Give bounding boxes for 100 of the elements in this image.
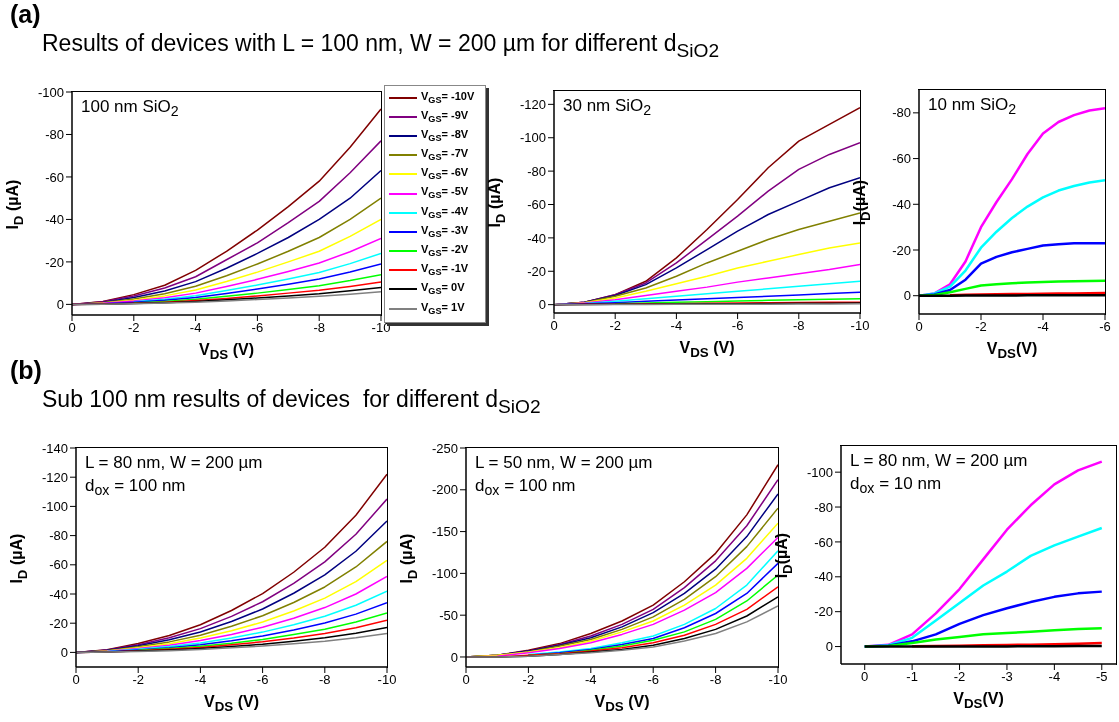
annotation: d$_{ox}$ = 100 nm xyxy=(85,476,186,501)
legend-label: V$_{GS}$= 1V xyxy=(421,300,465,317)
x-tick-label: -6 xyxy=(731,318,744,334)
y-tick-label: 0 xyxy=(538,297,546,313)
y-tick-label: -20 xyxy=(527,263,546,279)
x-tick-label: -6 xyxy=(1099,319,1111,335)
y-tick-label: -100 xyxy=(431,566,458,581)
x-axis-title: V$_{DS}$ (V) xyxy=(203,693,260,715)
y-tick-label: -20 xyxy=(49,615,68,631)
legend-label: V$_{GS}$= -7V xyxy=(421,147,469,164)
x-tick-label: -4 xyxy=(194,672,207,688)
x-tick-label: -6 xyxy=(251,320,264,336)
x-tick-label: -2 xyxy=(522,672,535,688)
x-tick-label: 0 xyxy=(550,318,558,334)
y-tick-label: -250 xyxy=(431,440,458,456)
y-tick-label: -150 xyxy=(431,524,458,540)
y-tick-label: 0 xyxy=(60,645,68,661)
x-tick-label: -10 xyxy=(377,672,397,688)
chart-title: (b) xyxy=(10,356,42,385)
y-tick-label: -40 xyxy=(527,230,546,246)
annotation: L = 80 nm, W = 200 µm xyxy=(850,451,1028,471)
y-tick-label: -60 xyxy=(527,197,546,213)
y-tick-label: -80 xyxy=(814,499,833,515)
legend-label: V$_{GS}$= 0V xyxy=(421,281,465,298)
y-tick-label: 0 xyxy=(903,288,911,304)
x-tick-label: -1 xyxy=(906,669,918,685)
x-tick-label: -3 xyxy=(1001,669,1013,685)
annotation: d$_{ox}$ = 10 nm xyxy=(850,474,942,499)
x-tick-label: -10 xyxy=(850,318,870,334)
y-tick-label: -80 xyxy=(892,105,911,121)
y-tick-label: -100 xyxy=(41,499,68,515)
chart-subtitle: Sub 100 nm results of devices for different d$_{SiO2}$ xyxy=(42,386,541,418)
y-tick-label: -60 xyxy=(892,151,911,167)
x-tick-label: -8 xyxy=(709,672,722,688)
x-axis-title: V$_{DS}$ (V) xyxy=(593,693,651,715)
legend-label: V$_{GS}$= -5V xyxy=(421,185,469,202)
y-tick-label: -140 xyxy=(41,440,68,456)
annotation: 30 nm SiO$_{2}$ xyxy=(563,96,652,121)
x-axis-title: V$_{DS}$ (V) xyxy=(198,341,255,363)
x-tick-label: -4 xyxy=(1037,319,1049,335)
x-tick-label: 0 xyxy=(462,672,470,688)
x-tick-label: -4 xyxy=(585,672,597,688)
legend-label: V$_{GS}$= -2V xyxy=(421,243,469,260)
annotation: 10 nm SiO$_{2}$ xyxy=(928,95,1017,120)
y-tick-label: -20 xyxy=(892,242,911,258)
x-tick-label: -2 xyxy=(953,669,966,685)
y-tick-label: -120 xyxy=(41,469,68,485)
legend-label: V$_{GS}$= -10V xyxy=(421,89,475,106)
x-tick-label: 0 xyxy=(915,319,923,335)
x-tick-label: 0 xyxy=(861,669,869,685)
y-tick-label: -60 xyxy=(814,534,833,550)
legend-label: V$_{GS}$= -6V xyxy=(421,166,469,183)
y-tick-label: -80 xyxy=(45,127,64,143)
legend-label: V$_{GS}$= -3V xyxy=(421,223,469,240)
legend-label: V$_{GS}$= -4V xyxy=(421,204,469,221)
x-tick-label: -10 xyxy=(768,672,788,688)
y-tick-label: -120 xyxy=(519,96,546,112)
x-tick-label: -4 xyxy=(189,320,202,336)
x-tick-label: 0 xyxy=(72,672,80,688)
x-axis-title: V$_{DS}$ (V) xyxy=(678,339,736,361)
y-tick-label: -80 xyxy=(527,163,546,179)
chart-subtitle: Results of devices with L = 100 nm, W = 200 µm for different d$_{SiO2}$ xyxy=(42,30,720,62)
y-tick-label: -80 xyxy=(49,528,68,544)
x-tick-label: -6 xyxy=(647,672,659,688)
y-tick-label: -100 xyxy=(806,464,833,480)
y-tick-label: -40 xyxy=(49,586,68,602)
x-tick-label: -2 xyxy=(975,319,987,335)
y-tick-label: -20 xyxy=(814,604,833,620)
y-tick-label: -20 xyxy=(45,254,64,270)
y-tick-label: -40 xyxy=(892,196,911,212)
y-tick-label: -200 xyxy=(431,482,458,498)
y-tick-label: -40 xyxy=(814,569,833,585)
x-tick-label: -8 xyxy=(313,320,325,336)
y-tick-label: -40 xyxy=(45,212,64,228)
x-axis-title: V$_{DS}$(V) xyxy=(952,690,1005,712)
legend-label: V$_{GS}$= -1V xyxy=(421,262,469,279)
legend-label: V$_{GS}$= -9V xyxy=(421,108,469,125)
annotation: L = 80 nm, W = 200 µm xyxy=(85,453,263,473)
x-tick-label: -8 xyxy=(793,318,805,334)
x-tick-label: -4 xyxy=(1048,669,1061,685)
y-tick-label: -60 xyxy=(49,557,68,573)
x-tick-label: -2 xyxy=(609,318,621,334)
y-tick-label: 0 xyxy=(825,639,833,655)
x-tick-label: -2 xyxy=(128,320,140,336)
x-tick-label: -5 xyxy=(1095,669,1108,685)
y-tick-label: -60 xyxy=(45,169,64,185)
y-tick-label: 0 xyxy=(450,649,458,665)
annotation: L = 50 nm, W = 200 µm xyxy=(475,453,653,473)
y-tick-label: -50 xyxy=(439,607,458,623)
y-tick-label: -100 xyxy=(37,84,64,100)
x-tick-label: -8 xyxy=(319,672,331,688)
legend-label: V$_{GS}$= -8V xyxy=(421,127,469,145)
x-tick-label: -4 xyxy=(670,318,683,334)
y-tick-label: -100 xyxy=(519,130,546,146)
x-tick-label: -6 xyxy=(256,672,269,688)
x-axis-title: V$_{DS}$(V) xyxy=(985,340,1039,362)
x-tick-label: -2 xyxy=(132,672,144,688)
annotation: 100 nm SiO$_{2}$ xyxy=(81,97,179,122)
annotation: d$_{ox}$ = 100 nm xyxy=(475,476,576,501)
y-tick-label: 0 xyxy=(56,297,64,312)
